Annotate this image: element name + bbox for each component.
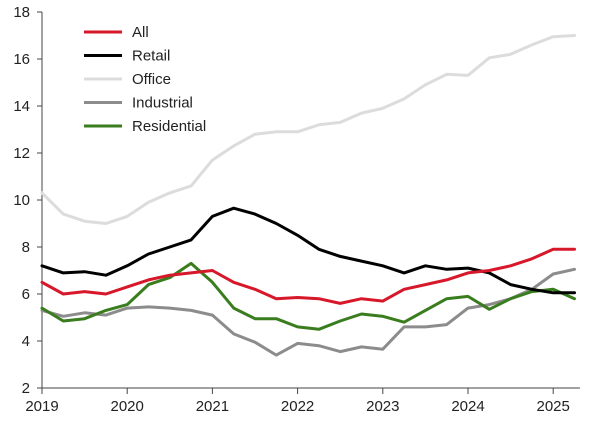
series-line-all [40,247,576,305]
legend: All Retail Office Industrial Residential [84,24,206,135]
legend-label-retail: Retail [132,48,170,65]
series-line-office [40,34,576,225]
x-tick-label: 2024 [451,398,484,415]
legend-label-office: Office [132,71,171,88]
series-line-retail [40,206,576,295]
series-lines [40,34,576,357]
y-tick-label: 8 [22,239,30,256]
x-tick-label: 2019 [25,398,58,415]
y-tick-label: 12 [13,145,30,162]
x-tick-label: 2025 [537,398,570,415]
axes: 2 4 6 8 10 12 14 16 18 2019 2020 2021 2022 2023 2024 20… [13,4,580,415]
y-tick-label: 6 [22,286,30,303]
x-tick-label: 2021 [196,398,229,415]
series-line-residential [40,261,576,331]
series-line-industrial [40,267,576,357]
legend-label-industrial: Industrial [132,95,193,112]
legend-label-all: All [132,24,149,41]
x-tick-label: 2022 [281,398,314,415]
y-tick-label: 14 [13,98,30,115]
y-tick-label: 4 [22,333,30,350]
y-tick-label: 16 [13,51,30,68]
x-tick-label: 2020 [111,398,144,415]
y-tick-label: 10 [13,192,30,209]
x-tick-label: 2023 [366,398,399,415]
y-tick-label: 2 [22,380,30,397]
legend-label-residential: Residential [132,118,206,135]
y-tick-label: 18 [13,4,30,21]
